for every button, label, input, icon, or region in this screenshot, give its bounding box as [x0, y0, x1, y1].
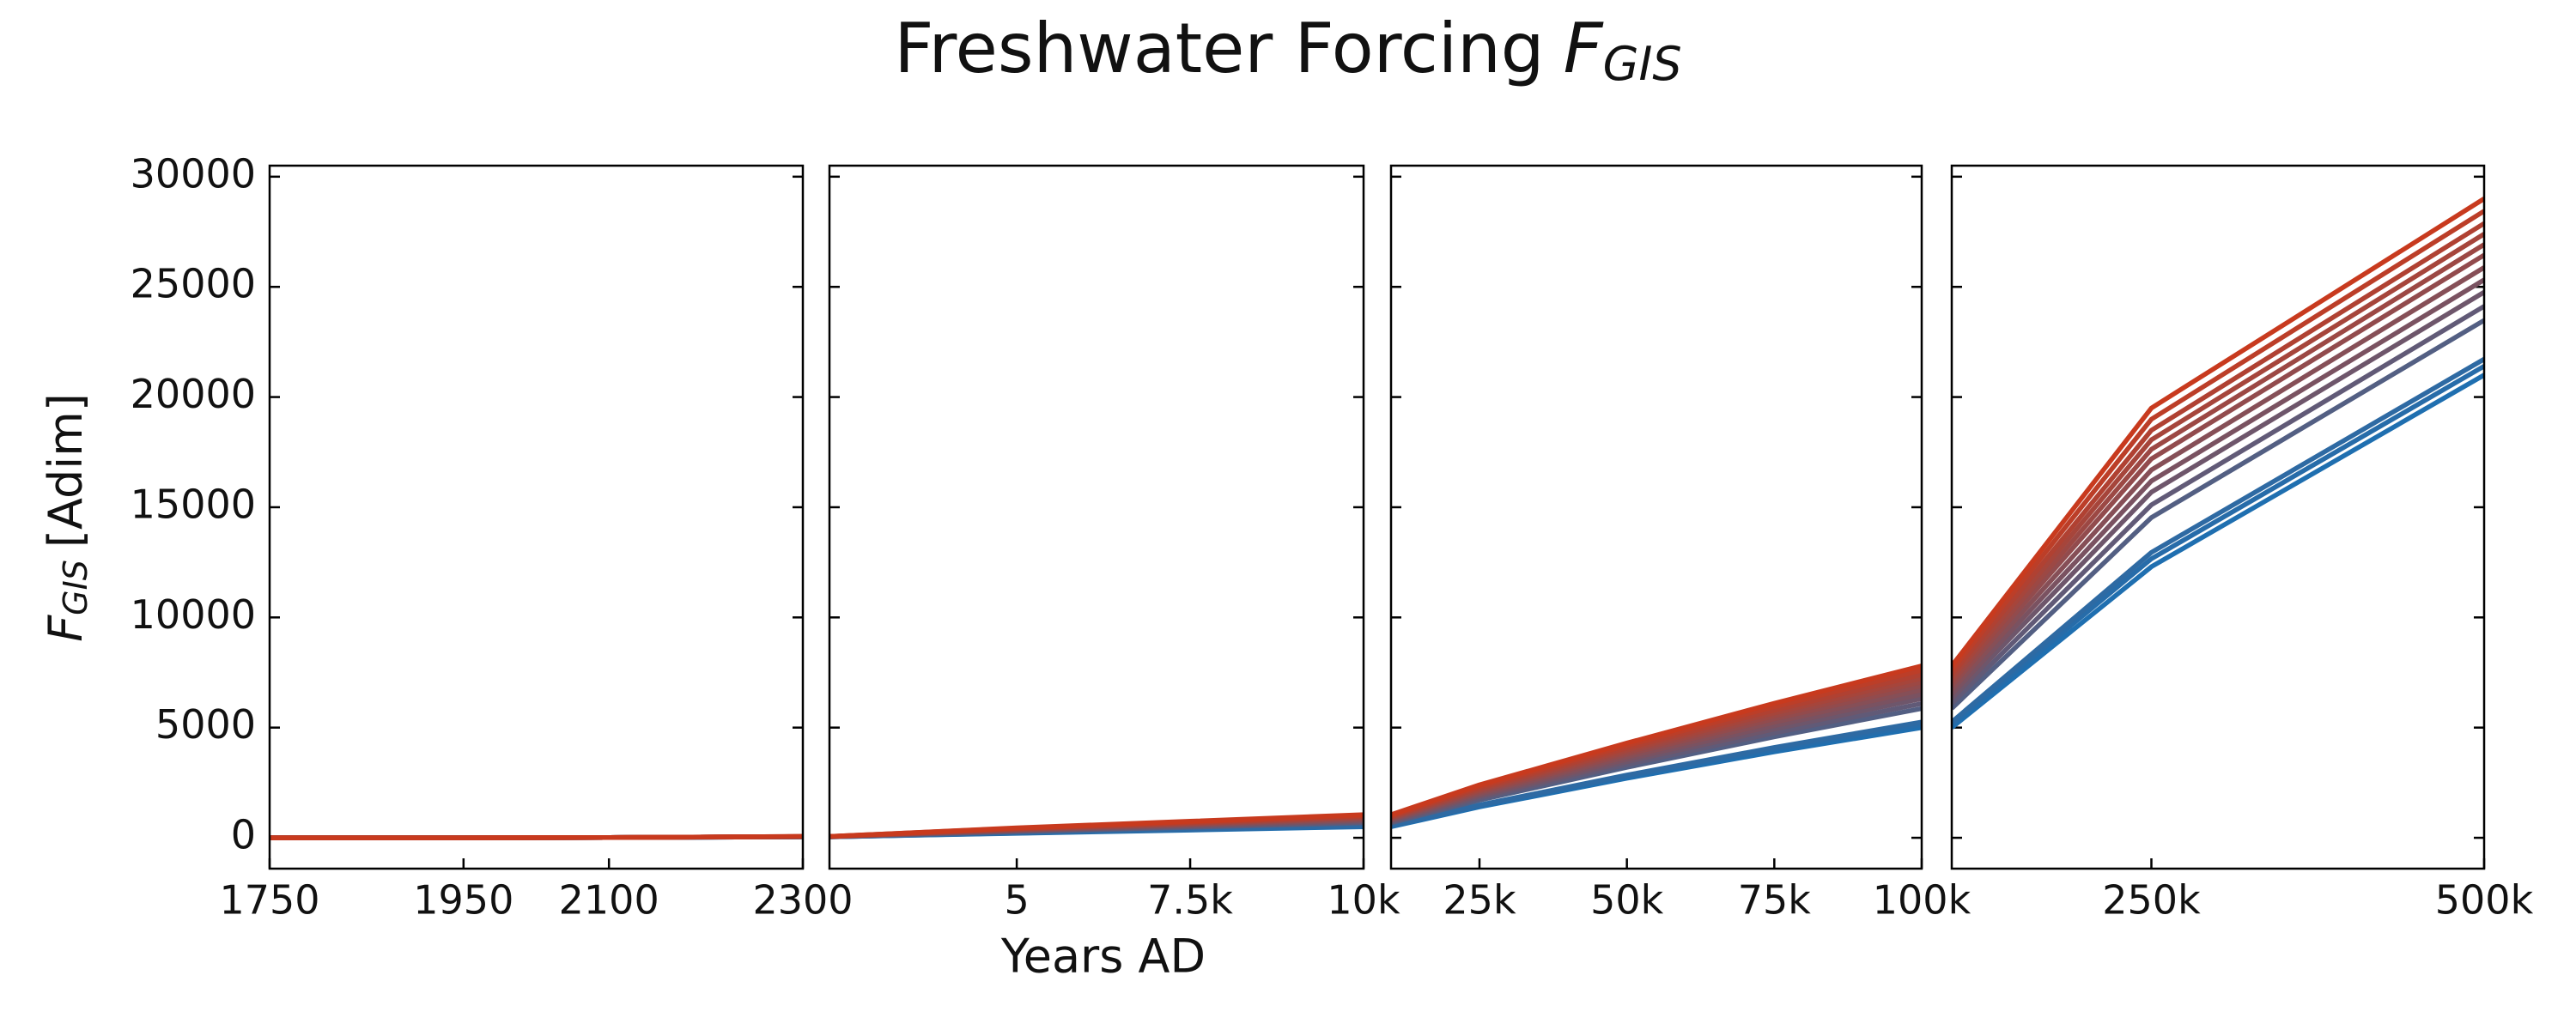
plot-area	[829, 812, 1364, 839]
series-line	[1952, 221, 2484, 676]
x-tick-label: 2300	[752, 877, 853, 924]
series-line	[1952, 232, 2484, 680]
x-tick-label: 75k	[1738, 877, 1812, 924]
plot-area	[1952, 197, 2484, 730]
series-line	[1952, 277, 2484, 696]
ylabel-subscript: GIS	[57, 560, 94, 615]
y-axis-label: FGIS [Adim]	[39, 393, 94, 642]
title-subscript: GIS	[1603, 37, 1682, 91]
series-line	[1952, 265, 2484, 692]
series-line	[829, 812, 1364, 839]
series-line	[1952, 304, 2484, 706]
y-tick-label: 0	[231, 812, 256, 858]
x-tick-label: 1950	[413, 877, 513, 924]
x-tick-label: 2100	[559, 877, 659, 924]
x-tick-label: 50k	[1590, 877, 1664, 924]
x-tick-label: 7.5k	[1147, 877, 1233, 924]
y-tick-label: 25000	[131, 261, 256, 307]
series-line	[1952, 209, 2484, 672]
series-line	[1952, 197, 2484, 668]
x-tick-label: 1750	[219, 877, 319, 924]
title-text: Freshwater Forcing	[894, 9, 1544, 88]
y-tick-label: 30000	[131, 150, 256, 197]
y-tick-label: 10000	[131, 591, 256, 638]
x-tick-label: 25k	[1443, 877, 1516, 924]
panel-frame	[268, 164, 805, 870]
x-tick-label: 10k	[1327, 877, 1400, 924]
y-tick-label: 15000	[131, 481, 256, 527]
series-line	[1952, 242, 2484, 684]
plot-area	[270, 833, 803, 840]
x-axis-label: Years AD	[1000, 930, 1206, 984]
y-tick-label: 5000	[155, 701, 256, 748]
panel-frame	[1950, 164, 2486, 870]
ylabel-text: [Adim]	[39, 393, 93, 548]
x-tick-label: 100k	[1873, 877, 1971, 924]
title-symbol: F	[1564, 9, 1604, 88]
series-line	[1952, 373, 2484, 730]
series-line	[1391, 663, 1922, 817]
series-line	[270, 833, 803, 840]
x-tick-label: 500k	[2435, 877, 2534, 924]
ylabel-symbol: F	[39, 615, 93, 642]
plot-area	[1391, 663, 1922, 829]
series-line	[1952, 357, 2484, 724]
chart-title: Freshwater Forcing FGIS	[894, 9, 1681, 91]
series-line	[1391, 719, 1922, 828]
y-tick-label: 20000	[131, 371, 256, 417]
series-line	[1952, 252, 2484, 688]
panel-frame	[828, 164, 1365, 870]
series-line	[1952, 318, 2484, 711]
series-line	[1952, 290, 2484, 700]
x-tick-label: 5	[1004, 877, 1029, 924]
x-tick-label: 250k	[2102, 877, 2201, 924]
panel-frame	[1389, 164, 1923, 870]
series-line	[1952, 364, 2484, 727]
